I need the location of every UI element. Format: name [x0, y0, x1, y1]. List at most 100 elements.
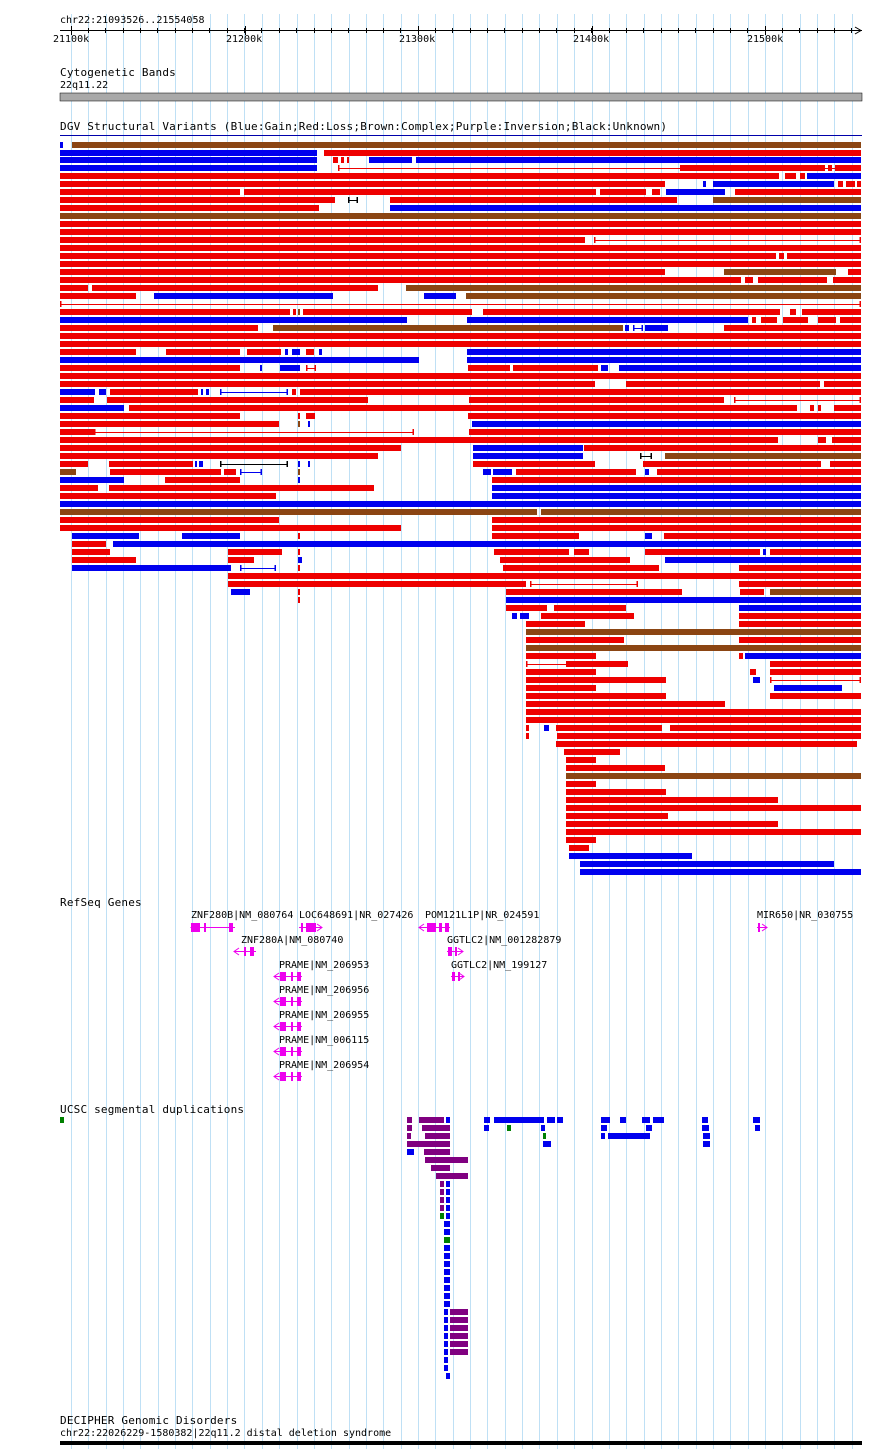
segdup-item — [60, 1117, 64, 1123]
dgv-variant — [526, 677, 666, 683]
dgv-variant — [753, 677, 760, 683]
dgv-variant — [292, 349, 300, 355]
dgv-variant — [713, 181, 834, 187]
dgv-variant — [72, 142, 861, 148]
dgv-variant — [846, 181, 855, 187]
dgv-variant — [745, 277, 753, 283]
dgv-variant — [165, 477, 240, 483]
dgv-variant-cap — [526, 661, 528, 667]
dgv-variant — [300, 389, 861, 395]
gene-label-pom121l1p[interactable]: POM121L1P|NR_024591 — [425, 910, 540, 921]
dgv-variant-cap — [859, 397, 861, 403]
segdup-item — [484, 1117, 490, 1123]
gene-label-prame-d[interactable]: PRAME|NM_006115 — [279, 1035, 370, 1046]
dgv-variant — [526, 685, 596, 691]
dgv-variant — [60, 317, 407, 323]
gene-label-prame-e[interactable]: PRAME|NM_206954 — [279, 1060, 370, 1071]
dgv-variant — [60, 245, 861, 251]
segdup-item — [444, 1221, 450, 1227]
dgv-variant — [60, 150, 317, 156]
dgv-variant — [306, 349, 314, 355]
dgv-variant-cap — [338, 165, 340, 171]
gene-label-loc648691[interactable]: LOC648691|NR_027426 — [299, 910, 414, 921]
dgv-variant-cap — [240, 469, 242, 475]
dgv-variant — [680, 165, 825, 171]
gene-exon — [297, 1072, 301, 1081]
dgv-variant — [60, 165, 317, 171]
dgv-variant — [60, 517, 279, 523]
track-title-refseq: RefSeq Genes — [60, 896, 142, 909]
dgv-variant — [60, 237, 585, 243]
gene-label-mir650[interactable]: MIR650|NR_030755 — [757, 910, 854, 921]
dgv-variant — [293, 309, 296, 315]
dgv-variant — [566, 773, 861, 779]
dgv-variant — [72, 557, 136, 563]
gene-label-prame-b[interactable]: PRAME|NM_206956 — [279, 985, 370, 996]
decipher-item-label[interactable]: chr22:22026229-1580382|22q11.2 distal de… — [60, 1428, 392, 1439]
dgv-variant — [713, 197, 861, 203]
dgv-variant — [228, 581, 526, 587]
segdup-item — [507, 1125, 511, 1131]
dgv-variant — [833, 277, 861, 283]
segdup-item — [646, 1125, 652, 1131]
dgv-variant — [298, 533, 300, 539]
dgv-variant-cap — [94, 429, 96, 435]
gene-exon — [191, 923, 200, 932]
ruler-tick-label: 21200k — [226, 34, 263, 45]
dgv-variant — [566, 821, 778, 827]
dgv-variant — [467, 317, 748, 323]
dgv-variant — [247, 349, 281, 355]
segdup-item — [547, 1117, 555, 1123]
dgv-variant — [285, 349, 288, 355]
track-title-decipher: DECIPHER Genomic Disorders — [60, 1414, 238, 1427]
dgv-variant — [467, 357, 861, 363]
dgv-variant — [390, 197, 677, 203]
segdup-item — [543, 1141, 551, 1147]
segdup-item — [440, 1189, 444, 1195]
dgv-variant — [758, 277, 827, 283]
gene-label-znf280a[interactable]: ZNF280A|NM_080740 — [241, 935, 344, 946]
dgv-variant — [584, 445, 861, 451]
dgv-variant — [60, 397, 94, 403]
dgv-variant — [60, 373, 861, 379]
ruler-tick-label: 21100k — [53, 34, 90, 45]
track-title-segdups: UCSC segmental duplications — [60, 1103, 245, 1116]
gene-label-prame-a[interactable]: PRAME|NM_206953 — [279, 960, 370, 971]
dgv-variant — [60, 349, 136, 355]
gene-label-ggtlc2-b[interactable]: GGTLC2|NM_199127 — [451, 960, 548, 971]
dgv-variant — [60, 213, 861, 219]
gene-exon — [291, 997, 293, 1006]
dgv-variant — [298, 421, 300, 427]
segdup-item — [444, 1333, 448, 1339]
dgv-variant — [752, 317, 756, 323]
segdup-item — [440, 1197, 444, 1203]
dgv-variant — [739, 581, 861, 587]
gene-label-prame-c[interactable]: PRAME|NM_206955 — [279, 1010, 370, 1021]
dgv-variant — [645, 533, 652, 539]
dgv-variant — [424, 293, 456, 299]
dgv-variant — [840, 317, 861, 323]
dgv-variant-cap — [220, 461, 222, 467]
segdup-item — [431, 1165, 450, 1171]
dgv-variant — [60, 469, 76, 475]
gene-label-znf280b[interactable]: ZNF280B|NM_080764 — [191, 910, 294, 921]
segdup-item — [541, 1125, 545, 1131]
dgv-variant — [763, 549, 766, 555]
gene-label-ggtlc2-a[interactable]: GGTLC2|NM_001282879 — [447, 935, 562, 946]
dgv-variant — [541, 509, 861, 515]
segdup-item — [444, 1229, 450, 1235]
dgv-variant-cap — [530, 581, 532, 587]
dgv-variant — [818, 437, 826, 443]
dgv-variant-cap — [859, 677, 861, 683]
segdup-item — [484, 1125, 489, 1131]
dgv-variant — [745, 653, 861, 659]
segdup-item — [444, 1269, 450, 1275]
segdup-item — [450, 1325, 468, 1331]
dgv-variant — [298, 565, 300, 571]
track-title-cytobands: Cytogenetic Bands — [60, 66, 176, 79]
dgv-variant — [645, 549, 760, 555]
dgv-variant — [467, 349, 861, 355]
segdup-item — [450, 1349, 468, 1355]
dgv-variant — [643, 461, 821, 467]
